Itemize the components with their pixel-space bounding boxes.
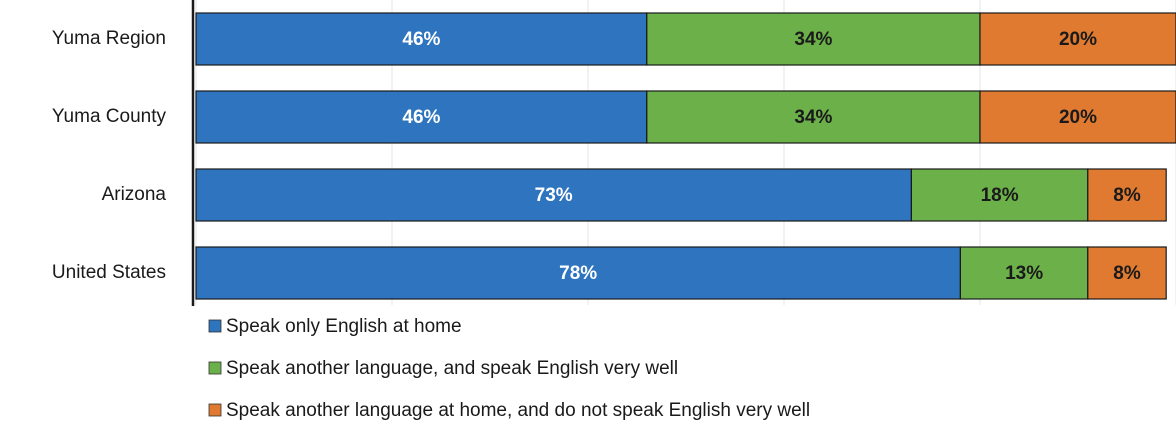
bar-segment: [1087, 168, 1167, 222]
data-label: 78%: [559, 263, 597, 284]
y-tick-label: Yuma Region: [52, 28, 166, 49]
data-label: 46%: [402, 107, 440, 128]
y-tick-label: Yuma County: [52, 106, 167, 127]
y-tick-label: United States: [52, 262, 166, 283]
data-label: 8%: [1113, 263, 1141, 284]
bar-segment: [646, 12, 981, 66]
data-label: 73%: [535, 185, 573, 206]
legend-swatch: [208, 361, 222, 375]
bar-segment: [959, 246, 1089, 300]
bar-segment: [1087, 246, 1167, 300]
data-label: 20%: [1059, 29, 1097, 50]
bar-segment: [979, 90, 1176, 144]
data-label: 8%: [1113, 185, 1141, 206]
data-label: 34%: [794, 29, 832, 50]
data-label: 46%: [402, 29, 440, 50]
legend-label: Speak another language at home, and do n…: [226, 400, 810, 421]
bar-segment: [195, 12, 648, 66]
bar-segment: [195, 90, 648, 144]
data-label: 20%: [1059, 107, 1097, 128]
bar-segment: [195, 168, 913, 222]
bar-segment: [979, 12, 1176, 66]
y-tick-label: Arizona: [102, 184, 167, 205]
legend-swatch: [208, 403, 222, 417]
legend-label: Speak only English at home: [226, 316, 462, 337]
bar-segment: [646, 90, 981, 144]
legend-label: Speak another language, and speak Englis…: [226, 358, 678, 379]
data-label: 18%: [981, 185, 1019, 206]
data-label: 34%: [794, 107, 832, 128]
data-label: 13%: [1005, 263, 1043, 284]
legend-swatch: [208, 319, 222, 333]
bar-segment: [910, 168, 1089, 222]
